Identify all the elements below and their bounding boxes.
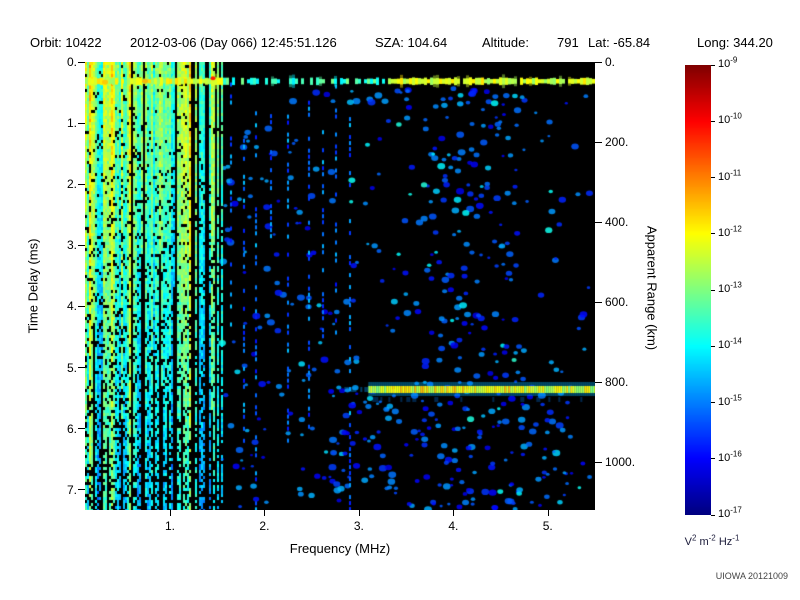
exponent: -9 [730, 55, 738, 65]
y-left-tick-label: 5. [66, 360, 77, 375]
y-left-tick-label: 6. [66, 421, 77, 436]
header-altitude-value: 791 [557, 35, 579, 50]
y-left-tick [78, 489, 85, 491]
unit-exponent: 2 [691, 533, 697, 543]
x-tick [264, 510, 266, 516]
y-right-tick [595, 461, 602, 463]
x-tick [358, 510, 360, 516]
colorbar-tick-label: 10-11 [718, 167, 742, 183]
unit-exponent: -2 [708, 533, 716, 543]
exponent: -14 [730, 336, 742, 346]
exponent: -10 [730, 111, 742, 121]
colorbar-tick [711, 289, 715, 291]
colorbar-tick [711, 120, 715, 122]
y-right-tick [595, 381, 602, 383]
x-axis-label: Frequency (MHz) [289, 541, 391, 556]
y-left-tick [78, 305, 85, 307]
y-right-tick-label: 200. [605, 135, 629, 149]
colorbar-tick [711, 64, 715, 66]
unit-base: Hz [718, 536, 733, 548]
credit-text: UIOWA 20121009 [715, 571, 788, 581]
colorbar-tick-label: 10-15 [718, 392, 742, 408]
exponent: -16 [730, 449, 742, 459]
exponent: -17 [730, 505, 742, 515]
y-axis-right-label: Apparent Range (km) [644, 225, 660, 351]
y-left-tick-label: 3. [66, 238, 77, 253]
y-left-tick [78, 183, 85, 185]
colorbar-tick [711, 514, 715, 516]
colorbar-tick [711, 458, 715, 460]
y-left-tick-label: 0. [66, 55, 77, 69]
spectrogram-canvas [85, 62, 595, 510]
header-longitude: Long: 344.20 [697, 35, 773, 50]
y-left-tick [78, 367, 85, 369]
colorbar-tick [711, 345, 715, 347]
x-tick [453, 510, 455, 516]
colorbar-tick-label: 10-17 [718, 505, 742, 520]
colorbar-tick-label: 10-16 [718, 449, 742, 464]
colorbar-tick [711, 177, 715, 178]
y-left-tick-label: 2. [66, 177, 77, 192]
colorbar-tick [711, 402, 715, 403]
header-orbit: Orbit: 10422 [30, 35, 102, 50]
unit-exponent: -1 [732, 533, 740, 543]
colorbar-tick-label: 10-13 [718, 280, 742, 295]
exponent: -15 [730, 392, 742, 402]
header-sza: SZA: 104.64 [375, 35, 448, 50]
y-left-tick [78, 122, 85, 124]
x-tick-label: 1. [164, 519, 175, 533]
header-datetime: 2012-03-06 (Day 066) 12:45:51.126 [130, 35, 337, 50]
y-right-tick-label: 1000. [605, 455, 636, 469]
x-tick-label: 3. [353, 519, 364, 533]
y-right-tick-label: 600. [605, 295, 629, 309]
exponent: -13 [730, 280, 742, 290]
y-right-tick-label: 800. [605, 375, 629, 389]
y-right-tick [595, 301, 602, 303]
y-left-tick [78, 428, 85, 430]
x-tick-label: 2. [259, 519, 270, 533]
y-left-tick [78, 61, 85, 63]
colorbar-tick-label: 10-14 [718, 336, 742, 352]
x-tick [547, 510, 549, 516]
colorbar-unit-label: V2 m-2 Hz-1 [684, 533, 740, 548]
y-left-tick-label: 7. [66, 482, 77, 497]
header-altitude-label: Altitude: [482, 35, 529, 50]
y-right-tick-label: 0. [605, 55, 616, 69]
y-axis-left-label: Time Delay (ms) [25, 238, 41, 334]
unit-base: V [684, 536, 692, 548]
y-right-tick [595, 141, 602, 143]
header-latitude: Lat: -65.84 [588, 35, 651, 50]
unit-base: m [699, 536, 709, 548]
y-left-tick-label: 4. [66, 299, 77, 314]
x-tick-label: 4. [448, 519, 459, 533]
y-right-tick-label: 400. [605, 215, 629, 229]
y-right-tick [595, 221, 602, 223]
exponent: -11 [730, 167, 742, 177]
exponent: -12 [730, 224, 742, 234]
y-left-tick [78, 244, 85, 246]
y-right-tick [595, 61, 602, 63]
colorbar-tick-label: 10-12 [718, 224, 742, 239]
colorbar-tick-label: 10-10 [718, 111, 742, 127]
colorbar-tick [711, 233, 715, 235]
colorbar [685, 65, 711, 515]
y-left-tick-label: 1. [66, 116, 77, 131]
x-tick [170, 510, 171, 516]
x-tick-label: 5. [542, 519, 553, 533]
colorbar-tick-label: 10-9 [718, 55, 738, 70]
